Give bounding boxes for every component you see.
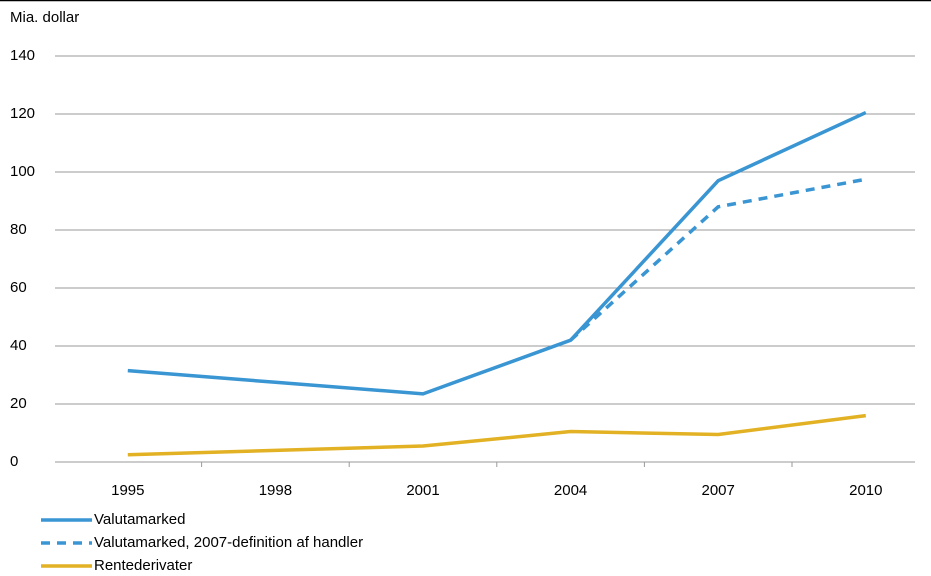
x-tick-label: 2001 bbox=[406, 482, 439, 499]
legend-label: Rentederivater bbox=[94, 557, 192, 574]
y-tick-label: 40 bbox=[10, 337, 27, 354]
series-line bbox=[569, 177, 867, 342]
y-tick-label: 100 bbox=[10, 163, 35, 180]
y-tick-label: 80 bbox=[10, 221, 27, 238]
x-tick-label: 2004 bbox=[554, 482, 587, 499]
y-tick-label: 60 bbox=[10, 279, 27, 296]
series-line bbox=[127, 110, 867, 396]
x-tick-label: 1998 bbox=[259, 482, 292, 499]
series-line bbox=[127, 413, 867, 457]
x-tick-label: 2010 bbox=[849, 482, 882, 499]
legend-label: Valutamarked, 2007-definition af handler bbox=[94, 534, 363, 551]
y-tick-label: 140 bbox=[10, 47, 35, 64]
x-tick-label: 2007 bbox=[702, 482, 735, 499]
y-tick-label: 0 bbox=[10, 453, 18, 470]
legend-label: Valutamarked bbox=[94, 511, 185, 528]
y-tick-label: 120 bbox=[10, 105, 35, 122]
x-tick-label: 1995 bbox=[111, 482, 144, 499]
y-axis-label: Mia. dollar bbox=[10, 9, 79, 26]
y-tick-label: 20 bbox=[10, 395, 27, 412]
